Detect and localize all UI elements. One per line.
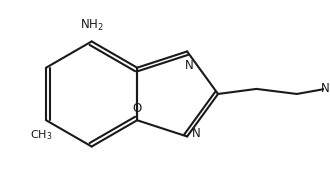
Text: CH$_3$: CH$_3$: [30, 128, 52, 142]
Text: N: N: [185, 59, 193, 72]
Text: O: O: [133, 102, 142, 115]
Text: N: N: [192, 127, 201, 140]
Text: NH$_2$: NH$_2$: [80, 18, 104, 33]
Text: N: N: [321, 82, 330, 95]
